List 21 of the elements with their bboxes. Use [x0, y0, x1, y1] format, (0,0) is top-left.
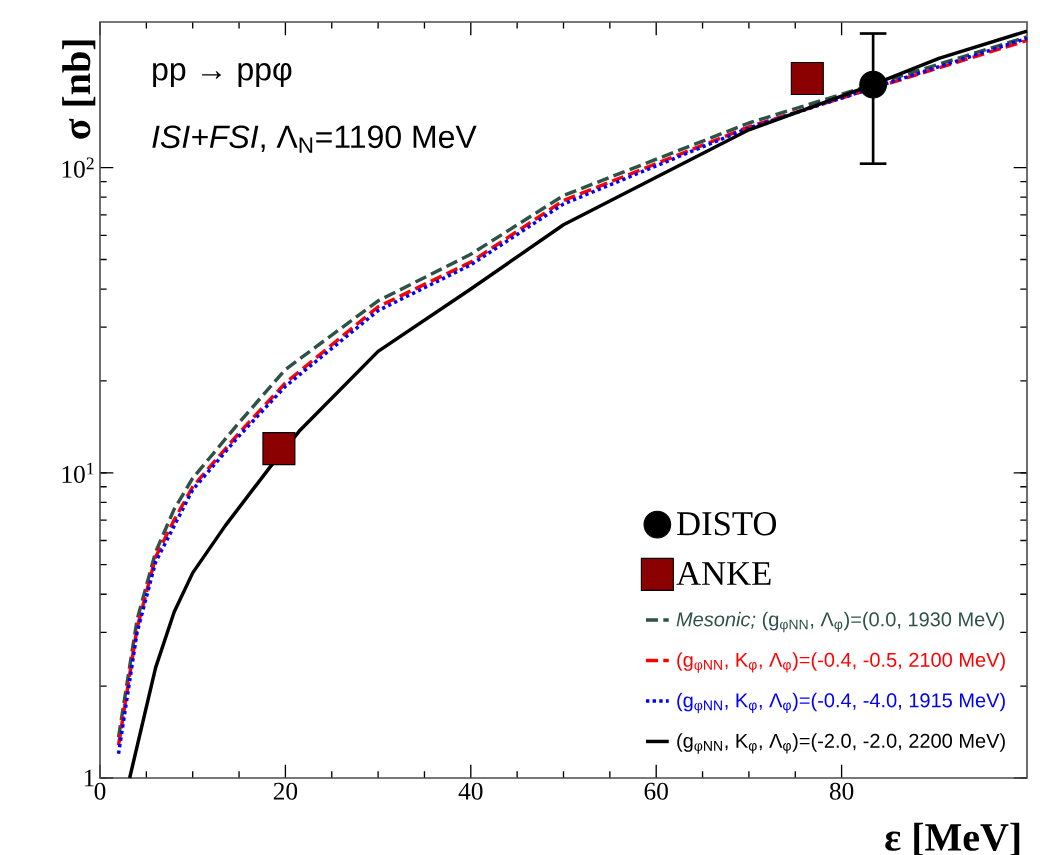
legend-label: ANKE [676, 561, 771, 585]
y-tick-label: 10$^{2}$ [62, 157, 94, 178]
x-tick-label: 60 [644, 782, 668, 800]
legend-label: (g$_{φNN}$, K$_{φ}$, Λ$_{φ}$)=(-0.4, -4.0, 1915 MeV) [677, 692, 1005, 714]
legend-label: Mesonic; (g$_{φNN}$, Λ$_{φ}$)=(0.0, 1930 MeV) [676, 611, 1005, 633]
point [262, 432, 296, 466]
x-tick-label: 40 [458, 782, 483, 800]
x-axis-title: ε [MeV] [885, 822, 1020, 855]
legend-label: DISTO [677, 512, 777, 536]
x-tick-label: 80 [829, 782, 854, 800]
annotation: ISI+FSI, Λ$_{N}$=1190 MeV [152, 125, 477, 153]
x-tick-label: 0 [94, 782, 106, 800]
y-tick-label: 10$^{1}$ [62, 462, 94, 483]
x-tick-label: 20 [273, 782, 298, 800]
annotation: pp → ppφ [153, 62, 292, 87]
point [859, 70, 887, 99]
point [790, 61, 824, 95]
legend-label: (g$_{φNN}$, K$_{φ}$, Λ$_{φ}$)=(-0.4, -0.5, 2100 MeV) [677, 652, 1005, 673]
legend-label: (g$_{φNN}$, K$_{φ}$, Λ$_{φ}$)=(-2.0, -2.0, 2200 MeV) [677, 733, 1005, 754]
y-tick-label: 1 [84, 769, 94, 787]
y-axis-title: σ [nb] [62, 40, 96, 139]
